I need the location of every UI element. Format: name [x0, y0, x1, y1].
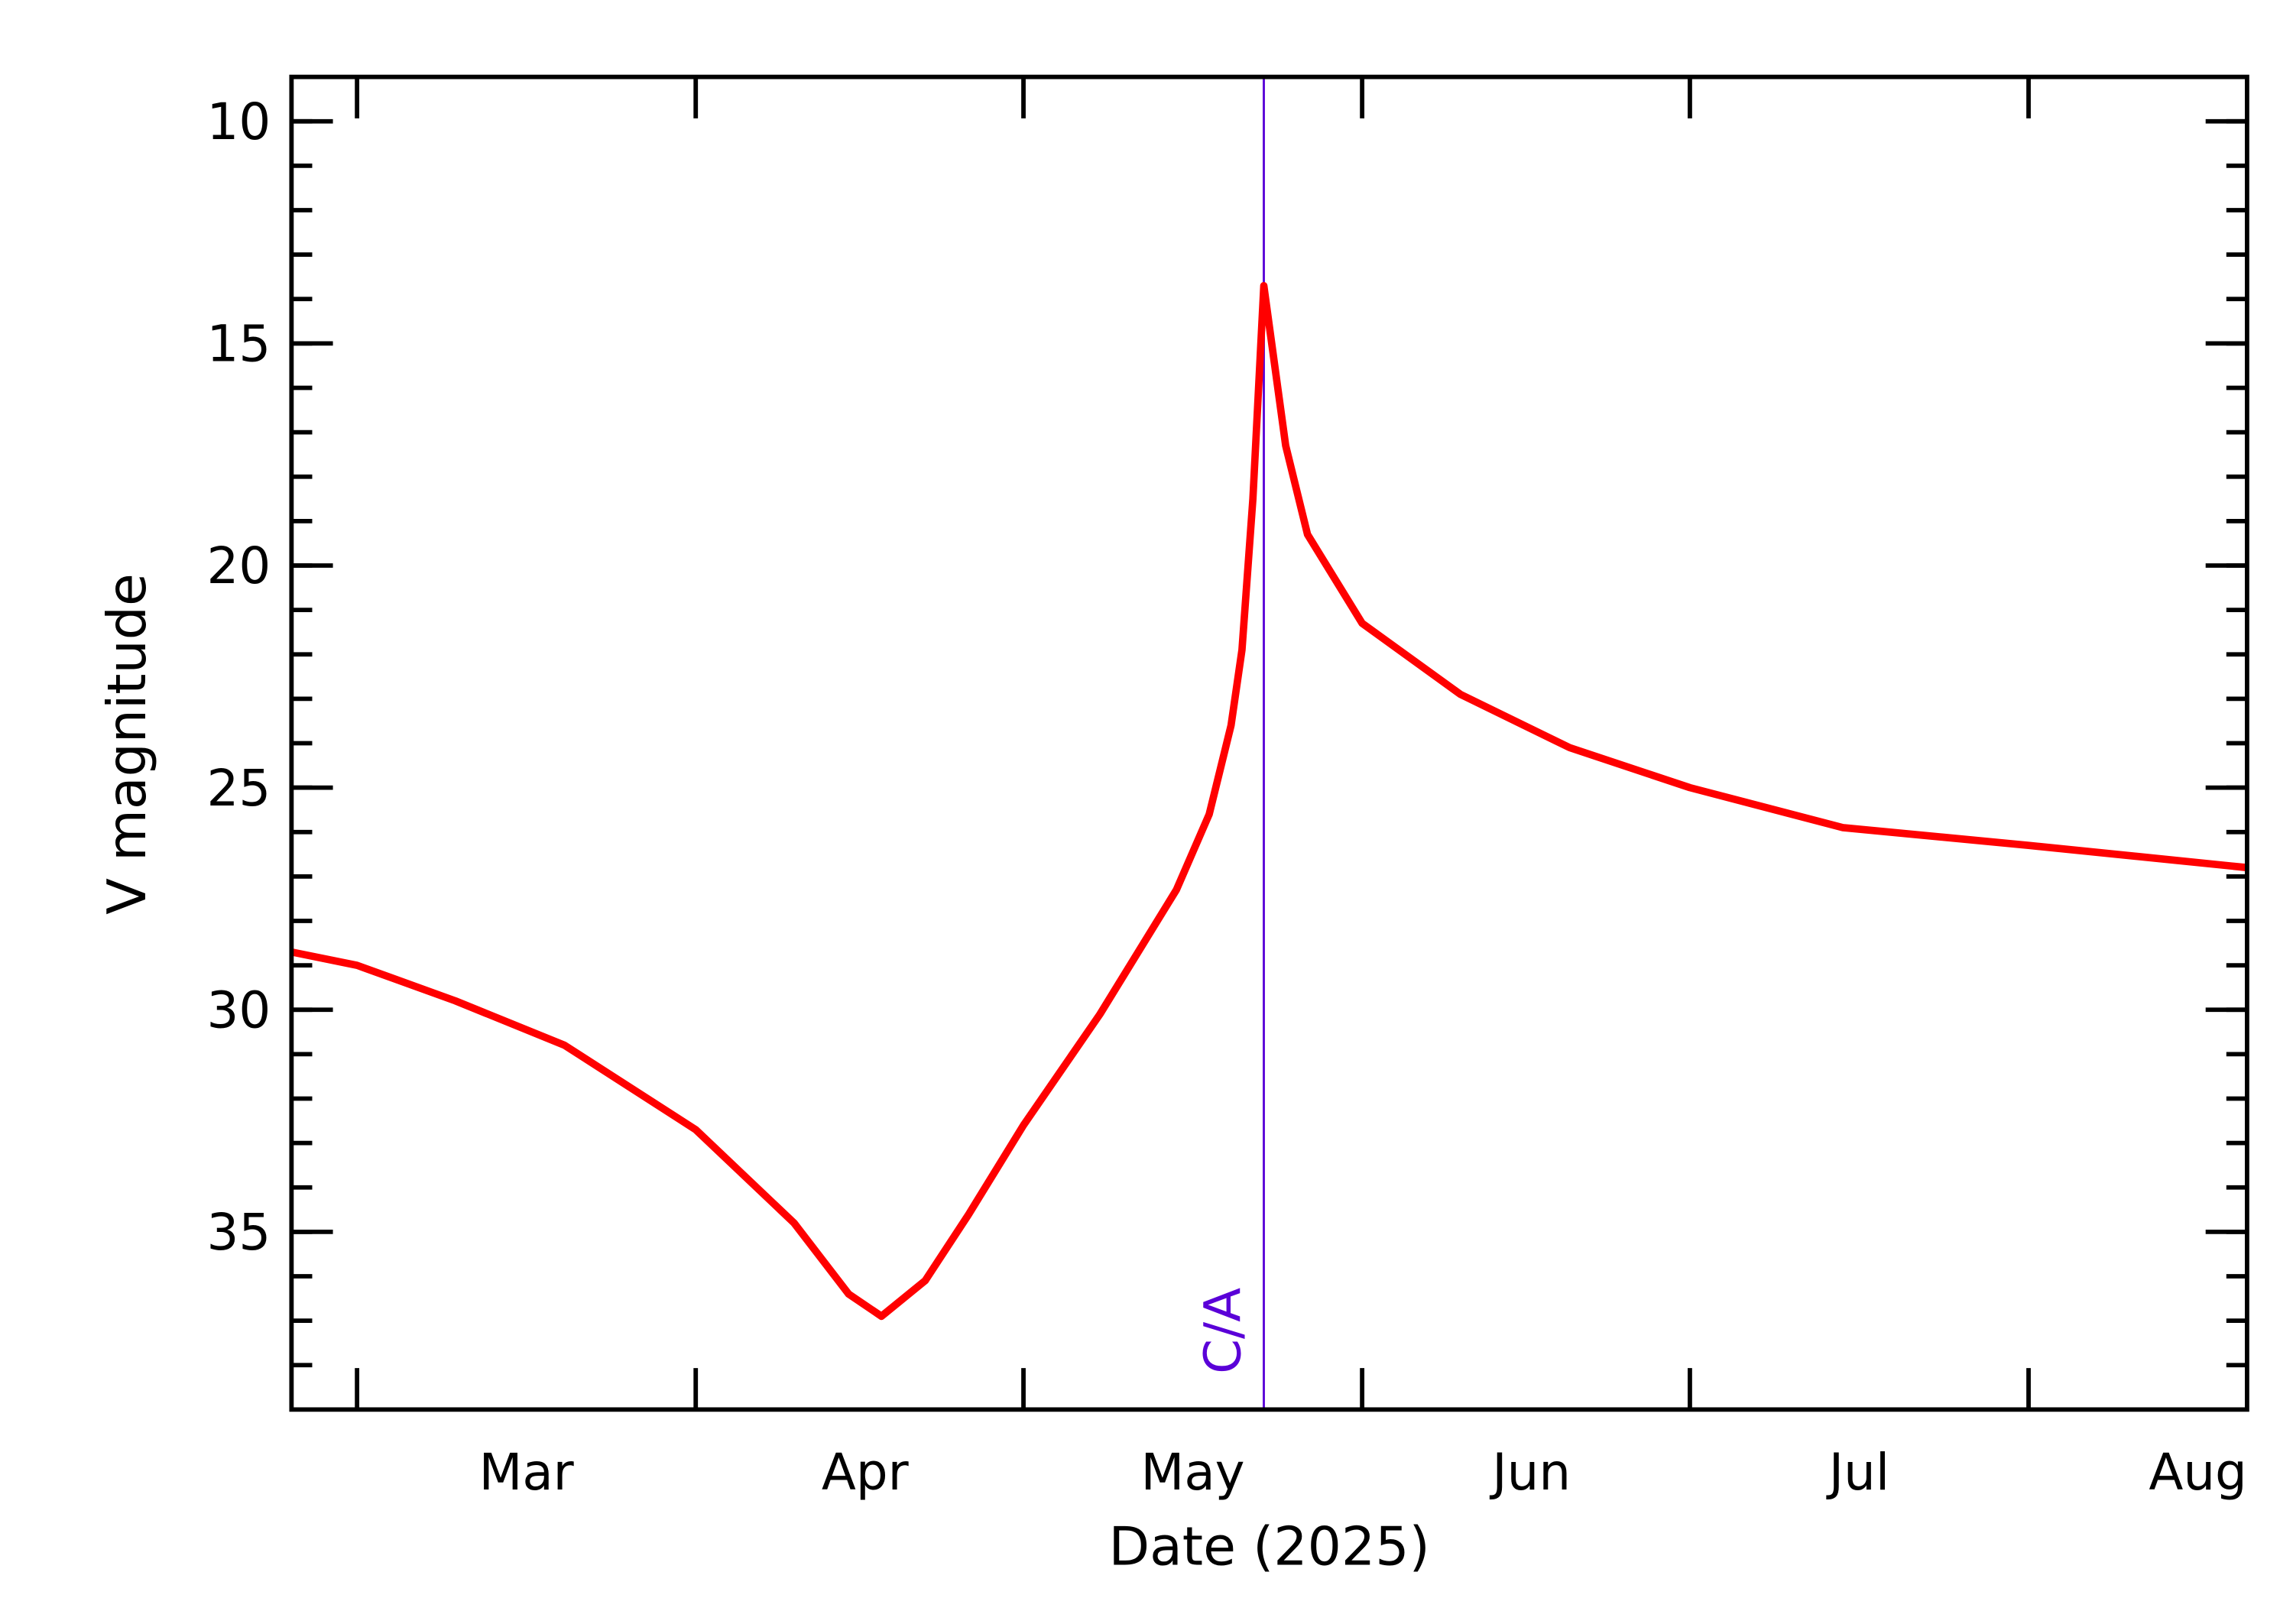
- y-tick-label: 25: [207, 759, 271, 818]
- x-tick-label: Jun: [1489, 1443, 1571, 1502]
- y-tick-label: 30: [207, 981, 271, 1039]
- x-tick-label: Apr: [822, 1443, 910, 1502]
- x-axis-label: Date (2025): [1109, 1516, 1430, 1578]
- y-tick-label: 15: [207, 315, 271, 374]
- y-tick-label: 20: [207, 536, 271, 595]
- y-tick-label: 35: [207, 1203, 271, 1262]
- x-tick-label: Mar: [479, 1443, 575, 1502]
- annotation-label: C/A: [1194, 1288, 1253, 1374]
- data-line: [290, 281, 2248, 1321]
- y-axis-label: V magnitude: [96, 573, 158, 915]
- x-tick-label: Aug: [2149, 1443, 2246, 1502]
- x-tick-label: Jul: [1826, 1443, 1889, 1502]
- plot-frame: [289, 74, 2249, 1412]
- x-tick-label: May: [1141, 1443, 1245, 1502]
- y-tick-label: 10: [207, 92, 271, 151]
